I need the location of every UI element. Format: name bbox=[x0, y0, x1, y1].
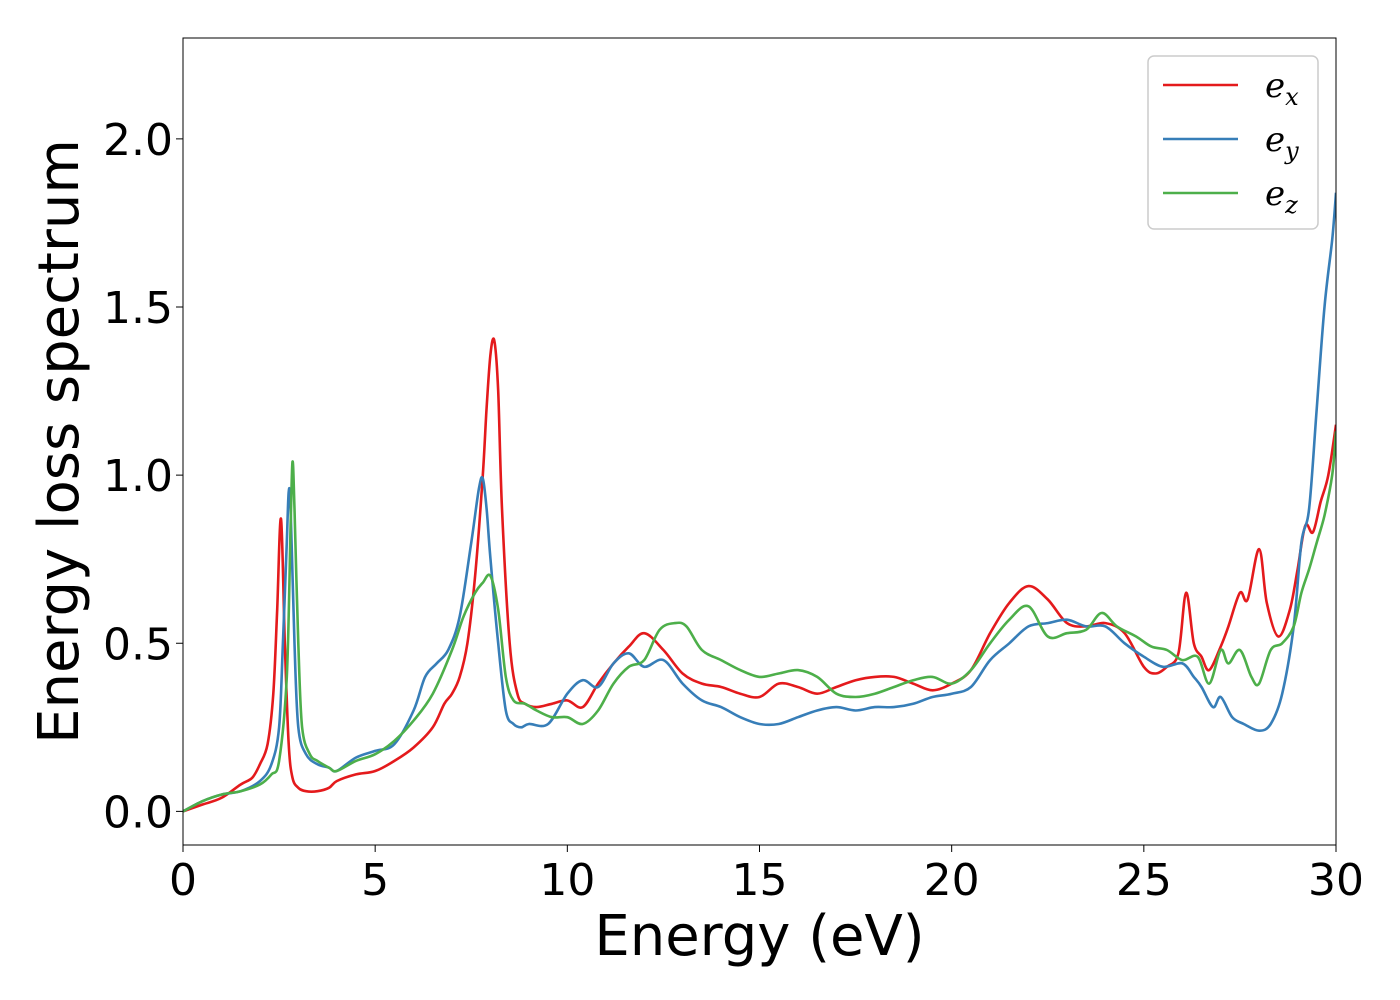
y-tick-label: 2.0 bbox=[103, 115, 173, 166]
y-tick-label: 0.5 bbox=[103, 619, 173, 670]
x-tick-label: 5 bbox=[361, 855, 389, 906]
x-tick-label: 20 bbox=[924, 855, 980, 906]
legend-label-base: e bbox=[1265, 66, 1285, 106]
legend-label-subscript: y bbox=[1284, 137, 1299, 165]
x-tick-label: 0 bbox=[169, 855, 197, 906]
series-line-z bbox=[183, 431, 1336, 813]
x-tick-label: 15 bbox=[732, 855, 788, 906]
legend-label-subscript: z bbox=[1284, 191, 1298, 219]
x-tick-label: 10 bbox=[539, 855, 595, 906]
legend-label-y: ey bbox=[1265, 120, 1299, 165]
y-tick-label: 1.5 bbox=[103, 283, 173, 334]
series-lines bbox=[183, 192, 1336, 813]
x-axis-title: Energy (eV) bbox=[594, 904, 924, 969]
y-tick-label: 0.0 bbox=[103, 787, 173, 838]
legend-label-base: e bbox=[1265, 174, 1285, 214]
legend-label-z: ez bbox=[1265, 174, 1298, 219]
x-axis-ticks: 0 5 10 15 20 25 30 bbox=[169, 845, 1364, 906]
series-line-y bbox=[183, 192, 1336, 813]
y-tick-label: 1.0 bbox=[103, 451, 173, 502]
x-tick-label: 25 bbox=[1116, 855, 1172, 906]
legend-label-subscript: x bbox=[1285, 83, 1299, 111]
legend-label-x: ex bbox=[1265, 66, 1299, 111]
y-axis-title: Energy loss spectrum bbox=[27, 139, 92, 744]
legend-label-base: e bbox=[1265, 120, 1285, 160]
x-tick-label: 30 bbox=[1308, 855, 1364, 906]
y-axis-ticks: 0.0 0.5 1.0 1.5 2.0 bbox=[103, 115, 183, 838]
series-line-x bbox=[183, 337, 1336, 813]
legend-box bbox=[1147, 55, 1319, 230]
